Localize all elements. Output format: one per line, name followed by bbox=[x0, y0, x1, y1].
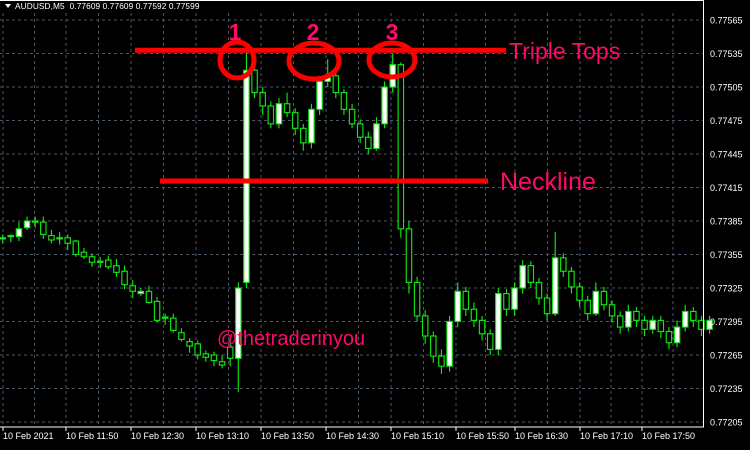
svg-text:0.77295: 0.77295 bbox=[710, 317, 743, 327]
svg-text:@thetraderinyou: @thetraderinyou bbox=[217, 328, 365, 350]
svg-text:0.77445: 0.77445 bbox=[710, 149, 743, 159]
svg-text:0.77385: 0.77385 bbox=[710, 216, 743, 226]
svg-text:10 Feb 15:10: 10 Feb 15:10 bbox=[391, 431, 444, 441]
svg-text:0.77205: 0.77205 bbox=[710, 417, 743, 427]
svg-text:10 Feb 17:10: 10 Feb 17:10 bbox=[580, 431, 633, 441]
svg-text:0.77415: 0.77415 bbox=[710, 183, 743, 193]
svg-text:3: 3 bbox=[386, 19, 399, 45]
svg-text:1: 1 bbox=[229, 19, 242, 45]
svg-text:10 Feb 12:30: 10 Feb 12:30 bbox=[131, 431, 184, 441]
svg-text:0.77235: 0.77235 bbox=[710, 384, 743, 394]
svg-text:0.77565: 0.77565 bbox=[710, 15, 743, 25]
svg-text:10 Feb 13:50: 10 Feb 13:50 bbox=[261, 431, 314, 441]
svg-text:10 Feb 15:50: 10 Feb 15:50 bbox=[456, 431, 509, 441]
svg-text:10 Feb 14:30: 10 Feb 14:30 bbox=[326, 431, 379, 441]
svg-text:0.77355: 0.77355 bbox=[710, 250, 743, 260]
svg-text:0.77505: 0.77505 bbox=[710, 82, 743, 92]
svg-text:10 Feb 13:10: 10 Feb 13:10 bbox=[196, 431, 249, 441]
svg-text:10 Feb 17:50: 10 Feb 17:50 bbox=[642, 431, 695, 441]
svg-text:0.77265: 0.77265 bbox=[710, 350, 743, 360]
svg-text:2: 2 bbox=[307, 19, 320, 45]
svg-text:10 Feb 16:30: 10 Feb 16:30 bbox=[515, 431, 568, 441]
svg-text:0.77325: 0.77325 bbox=[710, 283, 743, 293]
svg-text:0.77535: 0.77535 bbox=[710, 49, 743, 59]
svg-text:Neckline: Neckline bbox=[500, 168, 596, 196]
svg-text:10 Feb 11:50: 10 Feb 11:50 bbox=[66, 431, 118, 441]
svg-text:10 Feb 2021: 10 Feb 2021 bbox=[3, 431, 54, 441]
svg-text:Triple Tops: Triple Tops bbox=[509, 38, 620, 64]
svg-text:0.77475: 0.77475 bbox=[710, 116, 743, 126]
